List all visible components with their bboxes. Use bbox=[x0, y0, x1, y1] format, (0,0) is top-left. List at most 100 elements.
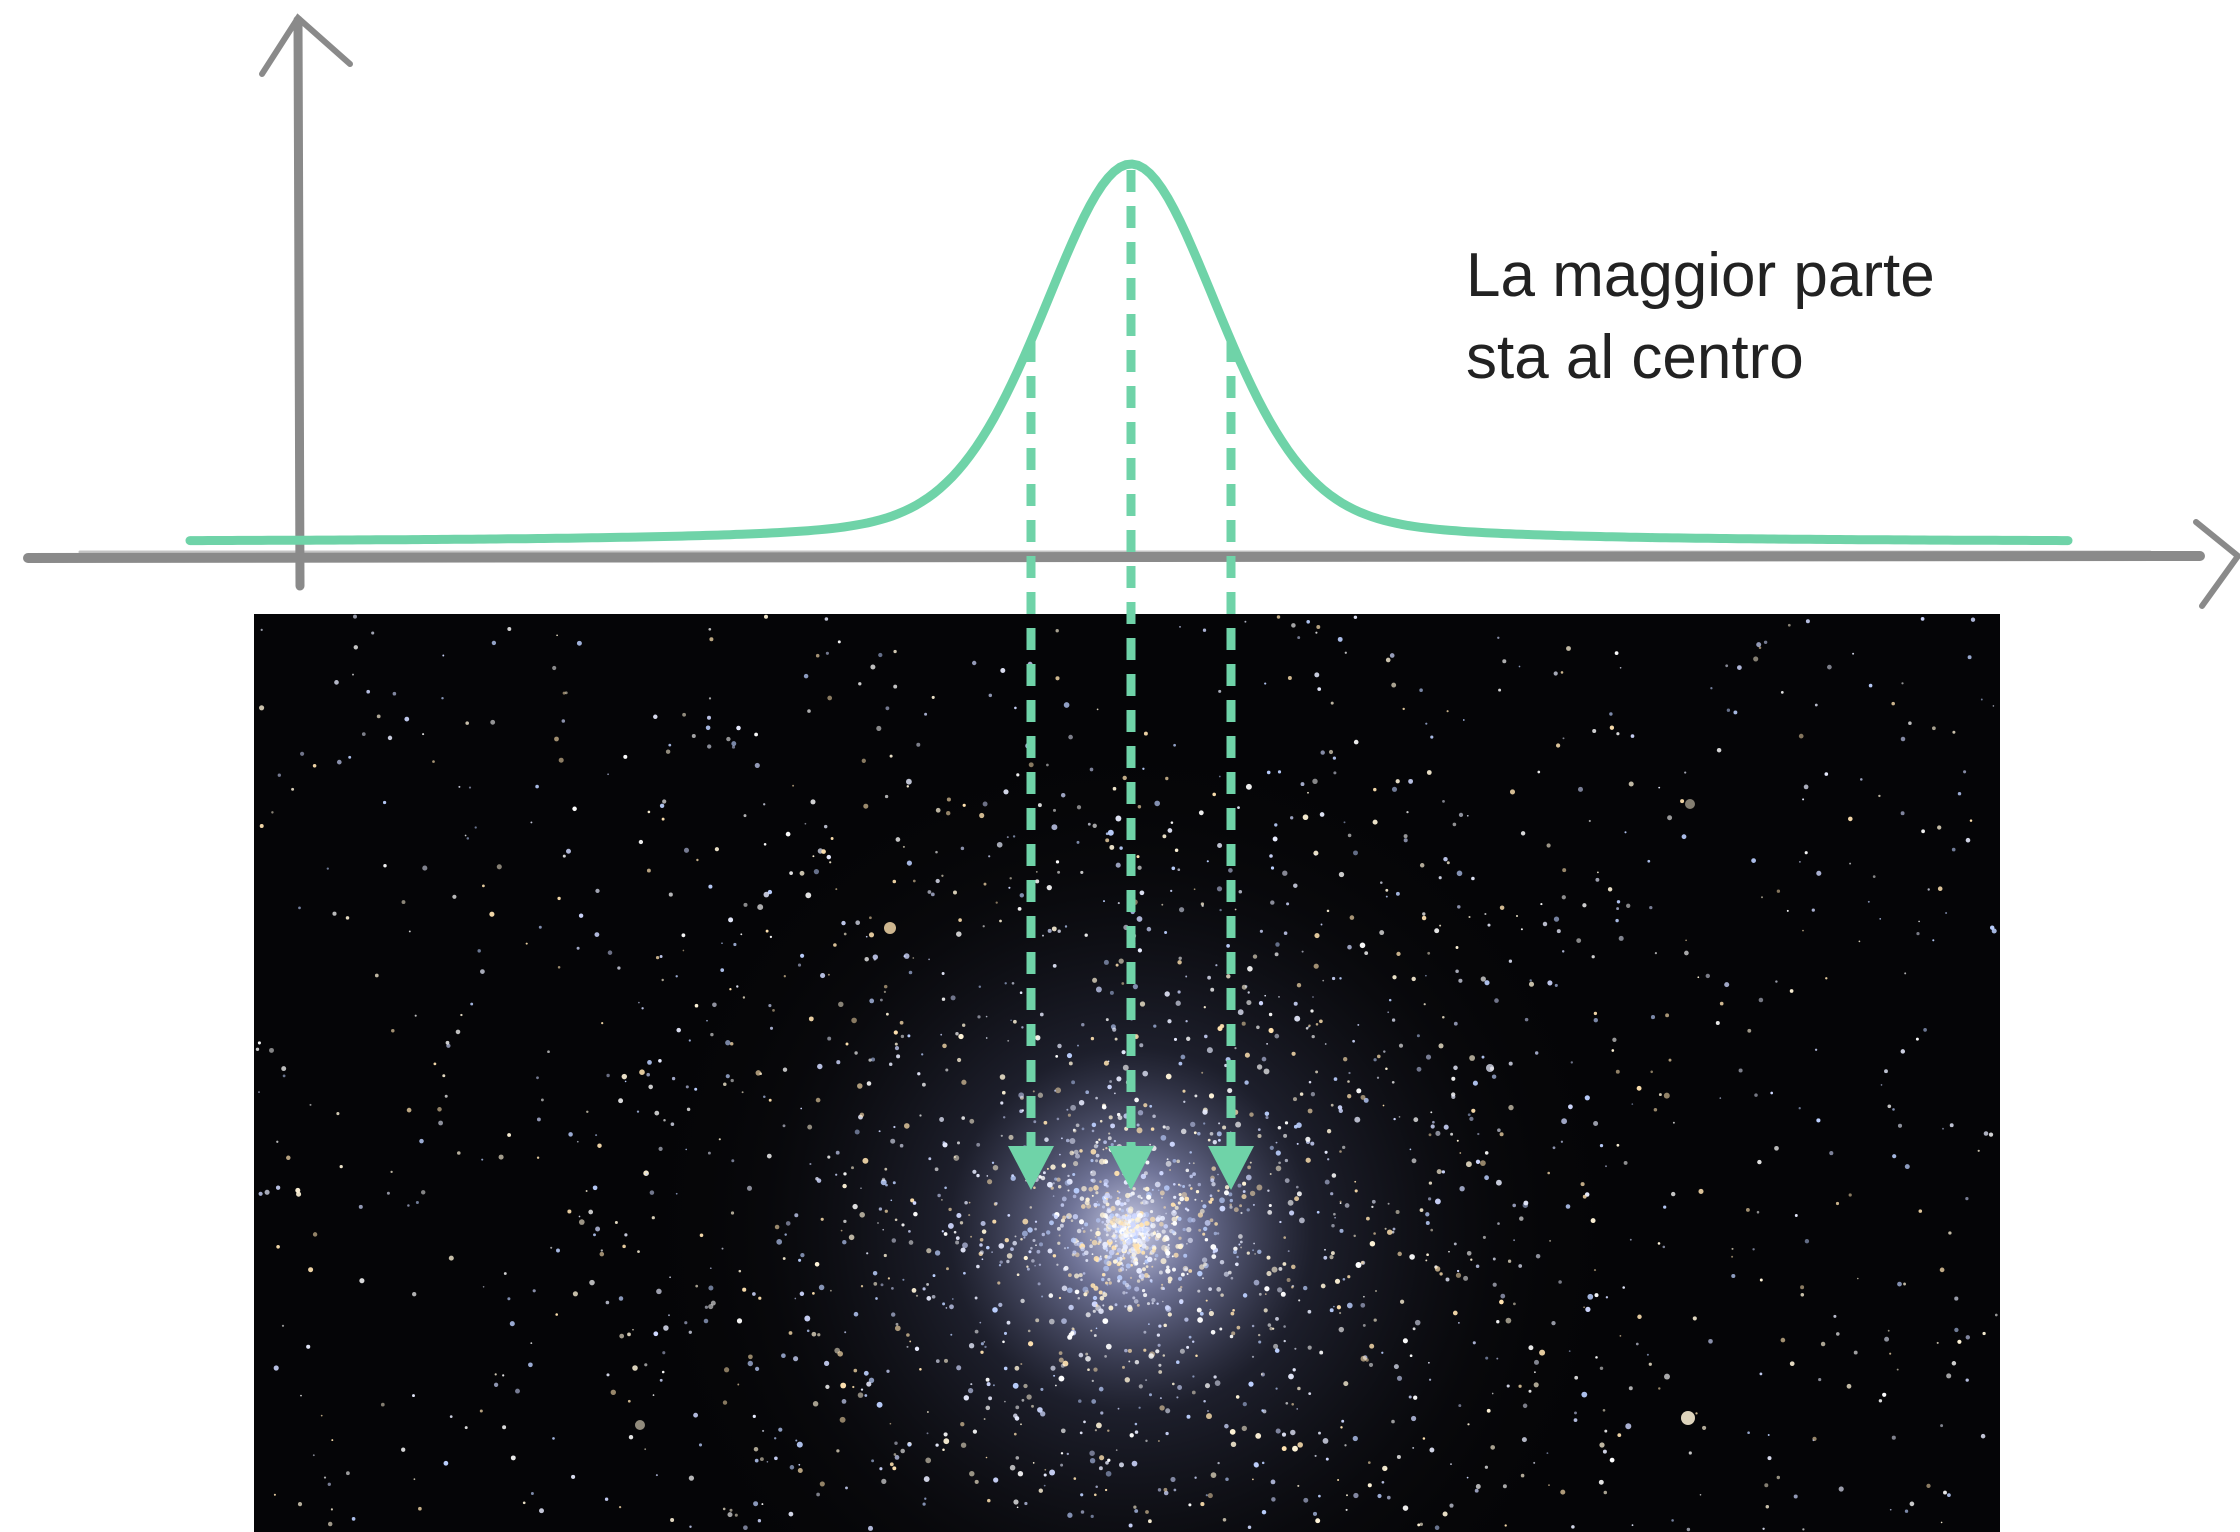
star bbox=[1320, 750, 1325, 755]
star bbox=[1594, 1293, 1599, 1298]
star bbox=[1116, 1190, 1119, 1193]
star bbox=[1566, 646, 1571, 651]
star bbox=[689, 1525, 692, 1529]
star bbox=[789, 1465, 795, 1470]
star bbox=[1680, 799, 1685, 804]
star bbox=[723, 1082, 727, 1086]
star bbox=[1100, 1411, 1104, 1415]
star bbox=[1635, 1342, 1639, 1346]
star bbox=[1715, 1021, 1720, 1025]
star bbox=[1337, 1478, 1340, 1482]
star bbox=[705, 725, 711, 731]
star bbox=[1247, 1165, 1251, 1170]
star bbox=[1719, 1001, 1724, 1006]
star bbox=[743, 902, 748, 907]
star bbox=[1155, 1349, 1160, 1354]
star bbox=[1434, 1266, 1441, 1272]
star bbox=[1628, 1386, 1633, 1391]
star bbox=[1070, 1331, 1075, 1336]
star bbox=[1217, 843, 1223, 848]
star bbox=[1951, 847, 1956, 852]
star bbox=[1136, 1303, 1140, 1307]
star bbox=[906, 860, 912, 866]
star bbox=[1292, 1097, 1298, 1102]
star bbox=[1210, 1472, 1217, 1478]
star bbox=[880, 1179, 887, 1186]
star bbox=[1417, 1523, 1421, 1527]
star bbox=[336, 759, 342, 765]
star bbox=[1726, 708, 1731, 712]
star bbox=[992, 1384, 995, 1387]
star bbox=[892, 1466, 897, 1471]
star bbox=[1201, 1071, 1204, 1074]
star bbox=[1419, 688, 1423, 692]
star bbox=[1257, 1249, 1262, 1255]
star bbox=[1207, 975, 1211, 980]
star bbox=[681, 933, 686, 938]
star bbox=[1082, 1230, 1086, 1233]
star bbox=[1492, 1257, 1496, 1261]
star bbox=[1091, 1239, 1098, 1246]
star bbox=[1324, 1150, 1328, 1154]
star bbox=[1164, 991, 1170, 997]
star bbox=[1179, 1299, 1184, 1305]
star bbox=[1207, 1493, 1213, 1499]
star bbox=[1204, 1237, 1209, 1242]
star bbox=[1270, 900, 1275, 905]
star bbox=[312, 1232, 318, 1237]
star bbox=[1120, 1209, 1125, 1213]
star bbox=[1616, 732, 1620, 736]
star bbox=[418, 1506, 422, 1511]
star bbox=[1215, 964, 1218, 967]
star bbox=[1662, 1245, 1666, 1249]
star bbox=[1547, 1171, 1551, 1175]
star bbox=[921, 1082, 926, 1087]
star bbox=[1091, 1129, 1095, 1133]
star bbox=[1091, 1399, 1097, 1404]
star bbox=[1116, 1247, 1122, 1253]
star bbox=[1090, 1148, 1097, 1155]
star bbox=[1508, 1061, 1513, 1066]
star bbox=[1319, 1350, 1324, 1355]
star bbox=[1161, 1283, 1164, 1286]
star bbox=[1042, 934, 1044, 937]
star bbox=[1133, 1243, 1140, 1250]
star bbox=[627, 1399, 631, 1403]
star bbox=[1016, 1273, 1020, 1277]
star bbox=[1210, 1244, 1217, 1250]
star bbox=[1485, 1356, 1489, 1360]
star bbox=[1279, 1220, 1282, 1224]
star bbox=[1197, 1212, 1204, 1218]
star bbox=[669, 1276, 671, 1279]
star bbox=[932, 1274, 936, 1278]
star bbox=[1066, 1053, 1073, 1059]
star bbox=[1650, 1015, 1656, 1020]
star bbox=[1347, 944, 1352, 950]
star bbox=[1798, 733, 1804, 739]
star bbox=[1014, 1365, 1020, 1371]
star bbox=[740, 933, 743, 936]
star bbox=[852, 1203, 858, 1210]
star bbox=[1117, 1260, 1123, 1266]
star bbox=[941, 972, 945, 975]
star bbox=[1177, 1287, 1182, 1292]
star bbox=[562, 854, 566, 858]
star bbox=[1163, 1185, 1170, 1191]
star bbox=[1151, 1248, 1156, 1253]
star bbox=[1055, 676, 1060, 681]
star bbox=[884, 922, 896, 934]
star bbox=[1197, 1289, 1201, 1293]
star bbox=[1179, 626, 1181, 628]
star bbox=[1060, 1137, 1063, 1140]
star bbox=[1288, 1373, 1294, 1380]
star bbox=[308, 1267, 314, 1273]
star bbox=[991, 1161, 995, 1164]
star bbox=[572, 806, 577, 812]
star bbox=[1144, 1186, 1150, 1192]
star bbox=[1455, 969, 1459, 974]
star bbox=[1774, 1145, 1779, 1151]
star bbox=[871, 1459, 875, 1463]
star bbox=[926, 1282, 930, 1286]
star bbox=[1208, 1287, 1212, 1291]
star bbox=[605, 1300, 610, 1305]
